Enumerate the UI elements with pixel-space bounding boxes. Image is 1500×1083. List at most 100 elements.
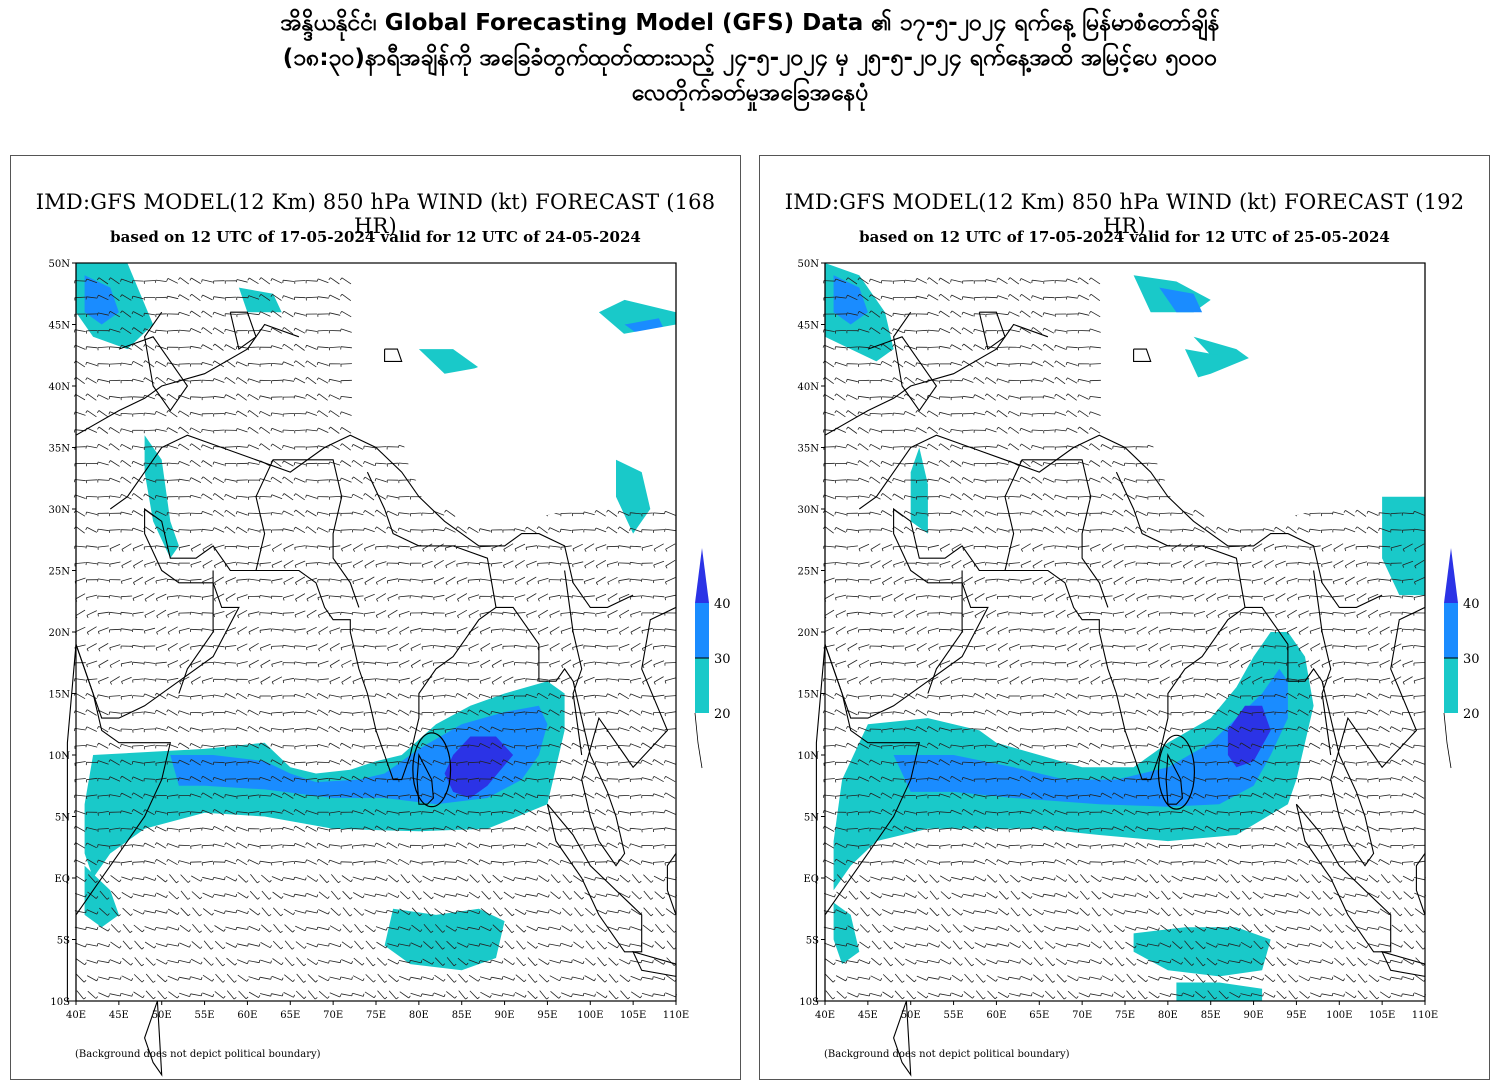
boundary-line <box>229 311 257 351</box>
barb-shaft <box>110 676 120 683</box>
barb-shaft <box>144 526 155 534</box>
barb-feather <box>340 647 343 651</box>
barb-feather <box>328 461 330 465</box>
barb-shaft <box>595 727 607 731</box>
barb-feather <box>361 947 364 950</box>
barb-shaft <box>584 543 595 550</box>
barb-feather <box>572 647 574 651</box>
barb-feather <box>247 295 250 299</box>
barb-shaft <box>132 761 144 764</box>
barb-feather <box>467 709 470 713</box>
barb-feather <box>1296 894 1299 898</box>
barb-shaft <box>294 296 306 299</box>
barb-feather <box>271 565 274 568</box>
barb-feather <box>178 630 181 634</box>
barb-feather <box>1399 897 1403 900</box>
barb-feather <box>108 794 110 798</box>
barb-shaft <box>237 393 247 401</box>
barb-shaft <box>191 676 201 683</box>
barb-feather <box>604 946 607 950</box>
barb-shaft <box>134 940 143 950</box>
barb-shaft <box>951 860 963 864</box>
barb-feather <box>652 727 654 731</box>
barb-feather <box>526 614 528 618</box>
barb-shaft <box>86 726 97 732</box>
barb-feather <box>120 581 123 585</box>
barb-shaft <box>192 907 200 917</box>
barb-shaft <box>306 942 318 948</box>
barb-shaft <box>1091 890 1100 900</box>
barb-feather <box>1052 963 1056 967</box>
barb-feather <box>211 912 214 916</box>
barb-shaft <box>98 643 109 650</box>
barb-feather <box>1193 843 1195 847</box>
barb-feather <box>536 692 539 696</box>
barb-feather <box>583 744 585 748</box>
barb-feather <box>410 547 412 551</box>
barb-shaft <box>167 642 178 650</box>
barb-feather <box>1042 894 1045 898</box>
barb-feather <box>640 726 643 730</box>
barb-shaft <box>271 694 283 698</box>
barb-feather <box>212 877 214 881</box>
barb-shaft <box>653 827 665 830</box>
barb-shaft <box>642 742 653 749</box>
barb-feather <box>960 912 963 916</box>
barb-shaft <box>1229 991 1240 998</box>
barb-shaft <box>179 643 190 649</box>
barb-shaft <box>502 711 514 714</box>
barb-feather <box>444 809 447 812</box>
barb-shaft <box>421 611 433 615</box>
barb-shaft <box>387 745 399 747</box>
barb-shaft <box>295 360 305 368</box>
barb-feather <box>1227 960 1230 964</box>
map-content <box>66 262 677 1077</box>
barb-feather <box>662 946 666 950</box>
barb-feather <box>328 760 331 764</box>
barb-shaft <box>398 794 410 797</box>
barb-shaft <box>952 957 961 966</box>
barb-feather <box>408 995 411 999</box>
barb-shaft <box>283 711 295 714</box>
barb-shaft <box>294 477 306 483</box>
barb-shaft <box>306 510 317 517</box>
barb-feather <box>513 877 515 881</box>
barb-feather <box>109 665 112 668</box>
barb-feather <box>95 880 98 883</box>
barb-feather <box>385 927 388 931</box>
barb-shaft <box>641 578 653 581</box>
barb-feather <box>595 613 597 617</box>
barb-feather <box>1250 993 1253 997</box>
barb-shaft <box>433 711 445 714</box>
barb-shaft <box>514 711 526 714</box>
barb-feather <box>235 393 239 397</box>
barb-feather <box>1054 859 1057 863</box>
barb-shaft <box>364 527 375 533</box>
barb-feather <box>619 632 622 635</box>
barb-shaft <box>1333 992 1344 997</box>
barb-feather <box>363 792 366 796</box>
barb-feather <box>351 810 354 814</box>
barb-shaft <box>491 726 503 732</box>
barb-shaft <box>74 893 86 898</box>
barb-feather <box>503 681 506 685</box>
barb-shaft <box>870 876 881 881</box>
legend-label: 40 <box>714 597 731 612</box>
barb-feather <box>201 327 204 330</box>
barb-shaft <box>824 842 835 849</box>
barb-shaft <box>573 941 583 949</box>
barb-feather <box>581 930 584 933</box>
barb-shaft <box>155 643 167 649</box>
barb-feather <box>270 278 273 282</box>
barb-feather <box>73 494 76 498</box>
barb-feather <box>155 647 158 651</box>
barb-shaft <box>1415 957 1424 966</box>
barb-shaft <box>653 560 665 566</box>
barb-shaft <box>376 610 387 616</box>
barb-feather <box>973 859 975 863</box>
barb-feather <box>615 996 619 1000</box>
barb-shaft <box>86 377 97 384</box>
barb-feather <box>1272 929 1276 933</box>
barb-feather <box>996 859 999 863</box>
barb-shaft <box>167 908 178 915</box>
